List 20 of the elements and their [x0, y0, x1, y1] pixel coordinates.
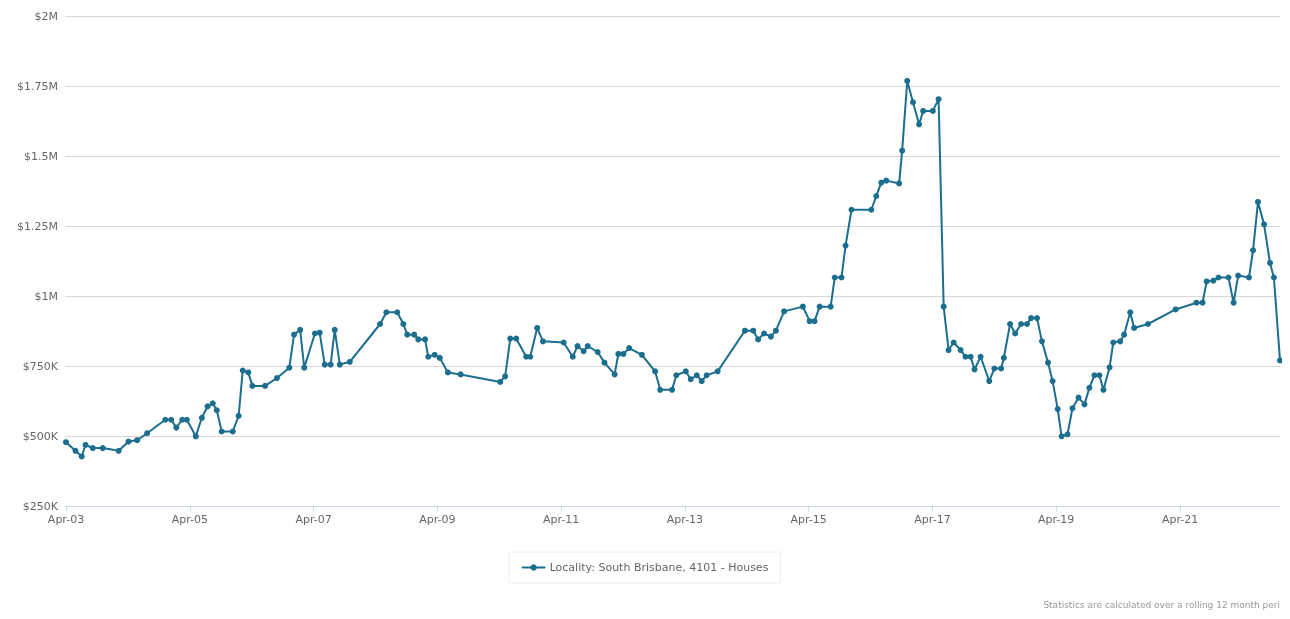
y-tick-label: $1.5M — [24, 149, 58, 163]
x-tick-label: Apr-19 — [1038, 513, 1075, 526]
x-tick-label: Apr-21 — [1161, 513, 1199, 526]
text: Statistics are calculated over a rolling 12 month peri — [1043, 599, 1281, 610]
x-tick-label: Apr-17 — [914, 513, 951, 526]
x-tick-label: Apr-07 — [295, 513, 332, 526]
x-tick-label: Apr-13 — [666, 513, 704, 526]
y-tick-label: $750K — [22, 359, 59, 373]
y-tick-label: $250K — [22, 499, 59, 513]
x-tick-label: Apr-09 — [419, 513, 456, 526]
y-tick-label: $1.25M — [17, 219, 58, 233]
x-tick-label: Apr-11 — [542, 513, 580, 526]
x-tick-label: Apr-15 — [790, 513, 827, 526]
x-tick-label: Apr-05 — [171, 513, 209, 526]
y-tick-label: $2M — [34, 9, 58, 23]
y-tick-label: $1M — [34, 289, 58, 303]
legend-label: Locality: South Brisbane, 4101 - Houses — [549, 561, 769, 574]
x-tick-label: Apr-03 — [47, 513, 85, 526]
y-tick-label: $500K — [22, 429, 59, 443]
y-tick-label: $1.75M — [17, 79, 58, 93]
